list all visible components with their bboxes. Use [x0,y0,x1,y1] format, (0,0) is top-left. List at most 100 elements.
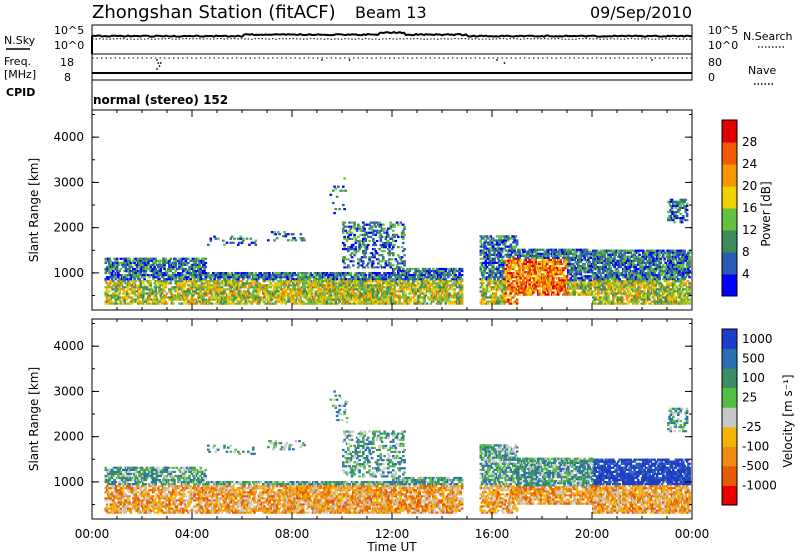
scatter-cell [195,288,199,291]
scatter-cell [303,288,306,291]
station-title: Zhongshan Station (fitACF) [92,2,336,23]
scatter-cell [573,269,576,272]
scatter-cell [104,290,108,293]
scatter-cell [454,267,458,271]
scatter-cell [437,294,440,297]
scatter-cell [258,296,261,299]
scatter-cell [390,235,394,238]
scatter-cell [413,276,416,279]
scatter-cell [375,294,379,297]
scatter-cell [490,241,494,244]
scatter-cell [212,288,215,291]
scatter-cell [237,272,240,275]
scatter-cell [149,280,153,283]
scatter-cell [384,296,388,299]
scatter-cell [414,292,418,295]
scatter-cell [398,298,401,301]
scatter-cell [508,284,511,287]
scatter-cell [439,276,443,279]
scatter-cell [344,288,348,291]
scatter-cell [378,254,381,257]
scatter-cell [372,288,375,291]
scatter-cell [487,241,490,244]
scatter-cell [200,282,204,285]
scatter-cell [368,274,371,277]
scatter-cell [223,288,226,291]
scatter-cell [135,290,139,293]
scatter-cell [502,270,505,273]
scatter-cell [579,279,583,282]
scatter-cell [560,287,564,290]
scatter-cell [145,265,149,269]
scatter-cell [445,290,449,293]
scatter-cell [535,275,539,278]
scatter-cell [190,265,194,269]
scatter-cell [543,291,546,294]
scatter-cell [308,288,311,291]
scatter-cell [178,288,181,291]
scatter-cell [283,296,286,299]
scatter-cell [118,278,121,281]
scatter-cell [144,267,148,271]
scatter-cell [527,256,530,259]
scatter-cell [388,264,391,267]
scatter-cell [162,282,165,285]
scatter-cell [420,280,424,283]
scatter-cell [339,290,343,293]
scatter-cell [393,272,396,275]
scatter-cell [280,302,284,305]
scatter-cell [280,282,284,285]
scatter-cell [235,298,239,301]
scatter-cell [187,288,190,291]
scatter-cell [497,255,500,258]
scatter-cell [372,243,375,247]
scatter-cell [525,279,529,282]
scatter-cell [355,302,359,305]
scatter-cell [378,221,381,224]
scatter-cell [543,260,546,264]
scatter-cell [502,265,505,269]
scatter-cell [183,300,186,303]
scatter-cell [423,296,426,299]
scatter-cell [244,286,248,289]
scatter-cell [363,288,366,291]
scatter-cell [120,274,124,277]
scatter-cell [139,294,143,297]
scatter-cell [372,278,375,281]
scatter-cell [460,278,464,281]
scatter-cell [163,259,166,262]
scatter-cell [518,271,521,274]
scatter-cell [444,294,448,297]
scatter-cell [119,300,123,303]
scatter-cell [482,235,485,238]
scatter-cell [397,290,400,293]
scatter-cell [268,284,271,287]
scatter-cell [512,272,515,275]
scatter-cell [479,290,483,293]
scatter-cell [444,270,448,273]
scatter-cell [369,276,373,279]
scatter-cell [490,274,494,277]
scatter-cell [388,258,391,261]
scatter-cell [419,278,423,281]
scatter-cell [214,272,218,275]
scatter-cell [345,225,349,228]
scatter-cell [118,292,121,295]
scatter-cell [334,298,338,301]
scatter-cell [165,292,169,295]
scatter-cell [125,298,129,301]
scatter-cell [245,302,249,305]
scatter-cell [130,302,134,305]
scatter-cell [112,284,115,287]
scatter-cell [505,288,509,291]
scatter-cell [114,300,118,303]
scatter-cell [519,277,523,280]
scatter-cell [369,260,373,263]
scatter-cell [453,272,456,275]
date-label: 09/Sep/2010 [590,3,692,22]
scatter-cell [328,284,331,287]
scatter-cell [302,274,305,277]
scatter-cell [438,284,441,287]
scatter-cell [392,239,395,243]
scatter-cell [263,290,266,293]
